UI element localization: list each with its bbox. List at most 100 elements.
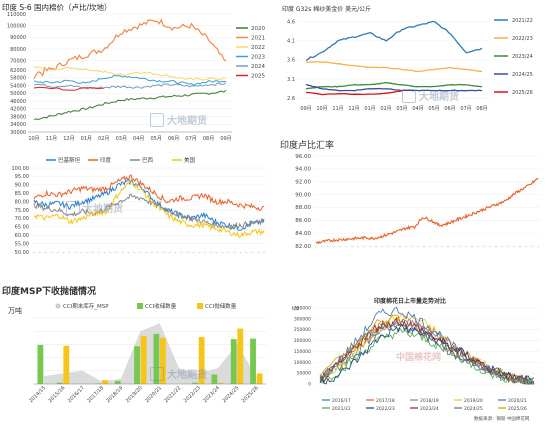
tick-label: 11月 [332,106,343,112]
chart-plot: 100.00 95.00 90.00 85.00 80.00 75.00 70.00 65.0… [12,156,266,256]
tick-label: 50000 [10,91,26,97]
legend-label-印度: 印度 [100,156,112,164]
tick-label: 04月 [412,106,423,112]
legend-label-CCI期末库存_MSP: CCI期末库存_MSP [63,302,109,310]
tick-label: 90.00 [15,183,29,189]
legend-label-2023: 2023 [251,55,265,61]
tick-label: 06月 [168,136,179,142]
tick-label: 03月 [116,136,127,142]
tick-label: 70.00 [15,216,29,222]
bar-sales [63,345,70,384]
tick-label: 55.00 [15,241,29,247]
tick-label: 80.00 [15,199,29,205]
tick-label: 09月 [300,106,311,112]
tick-label: 85.00 [15,191,29,197]
tick-label: 84.00 [295,231,311,237]
legend-label-2021: 2021 [251,36,265,42]
unit-label: 万吨 [8,307,22,315]
legend-label-2025/26: 2025/26 [512,90,533,96]
tick-label: 50000 [297,371,311,377]
chart-plot: 4.6 4.1 3.6 3.1 2.6 09月 10月 11月 12月 01月 02月 03月 04月 0… [287,18,533,112]
tick-label: 34000 [10,122,26,128]
tick-label: 58000 [10,76,26,82]
legend-label-2020: 2020 [251,26,265,32]
watermark-logo: 大地期货 [150,366,207,381]
tick-label: 05月 [150,136,161,142]
tick-label: 65.00 [15,225,29,231]
tick-label: 2024/25 [221,385,240,404]
series-line-2024/25 [319,320,534,385]
tick-label: 90000 [10,35,26,41]
watermark-logo: 大地期货 [66,200,123,215]
tick-label: 04月 [133,136,144,142]
tick-label: 95.00 [15,174,29,180]
tick-label: 2016/17 [67,385,86,404]
series-line-inr [315,177,539,245]
tick-label: 110000 [7,12,26,18]
bar-procurement [230,339,237,384]
daily-arrivals-chart: 印度棉花日上市量走势对比 t/d 350000 300000 250000 20000… [278,292,550,424]
bar-sales [102,380,108,384]
legend-label-2024: 2024 [251,64,265,70]
tick-label: 2018/19 [105,385,124,404]
source-note: 数据来源：钢联 中国棉花网 [474,417,530,422]
legend-label-2018/19: 2018/19 [420,398,439,404]
bar-sales [256,373,263,384]
bar-procurement [192,382,198,384]
tick-label: 12月 [348,106,359,112]
series-line-2019/20 [319,312,535,385]
legend-label-2019/20: 2019/20 [464,398,483,404]
legend-label-美国: 美国 [184,156,196,164]
legend-swatch-CCI收储数量 [137,303,143,309]
tick-label: 2023/24 [202,385,221,404]
legend-label-2022/23: 2022/23 [376,406,395,412]
watermark-logo: 大地期货 [150,112,207,127]
bar-sales [237,328,244,384]
legend-label-2020/21: 2020/21 [508,398,527,404]
tick-label: 300000 [294,316,311,322]
legend-label-CCI抛储数量: CCI抛储数量 [205,302,237,310]
tick-label: 2014/15 [28,385,47,404]
legend-label-2024/25: 2024/25 [464,406,483,412]
tick-label: 60.00 [15,233,29,239]
series-line-2022/23 [305,61,483,73]
legend-label-2023/24: 2023/24 [420,406,439,412]
tick-label: 02月 [98,136,109,142]
legend-label-巴基斯坦: 巴基斯坦 [58,156,81,164]
series-line-2025/26 [305,90,403,96]
series-line-2021/22 [305,20,483,61]
tick-label: 02月 [380,106,391,112]
legend-label-2025: 2025 [251,74,265,80]
tick-label: 01月 [81,136,92,142]
legend-label-2023/24: 2023/24 [512,54,533,60]
tick-label: 2021/22 [163,385,182,404]
legend-label-2016/17: 2016/17 [332,398,351,404]
tick-label: 08月 [476,106,487,112]
watermark-text: 中国棉花网 [396,353,442,363]
tick-label: 100000 [7,23,26,29]
yarn-price-chart: 印度 G32s 棉纱美金价 美元/公斤 4.6 4.1 3.6 3.1 2.6 09月 10… [280,0,550,120]
tick-label: 2020/21 [144,385,163,404]
tick-label: 07月 [185,136,196,142]
tick-label: 38000 [10,114,26,120]
tick-label: 62000 [10,68,26,74]
tick-label: 70000 [10,58,26,64]
tick-label: 200000 [294,338,311,344]
tick-label: 90.00 [295,192,311,198]
chart-title: 印度卢比汇率 [280,141,335,151]
bar-procurement [56,382,63,384]
tick-label: 54000 [10,83,26,89]
series-line-美国 [33,179,265,239]
tick-label: 06月 [444,106,455,112]
bar-procurement [114,380,121,384]
legend-label-2021/22: 2021/22 [512,18,533,24]
legend-label-CCI收储数量: CCI收储数量 [145,302,177,310]
bar-procurement [211,374,218,384]
tick-label: 350000 [294,306,311,312]
series-line-2022 [33,66,227,81]
tick-label: 100000 [294,360,311,366]
tick-label: 4.6 [287,19,295,25]
rupee-exchange-rate-chart: 印度卢比汇率 96.00 94.00 92.00 90.00 88.00 86.00 84.… [278,130,550,270]
tick-label: 94.00 [295,167,311,173]
